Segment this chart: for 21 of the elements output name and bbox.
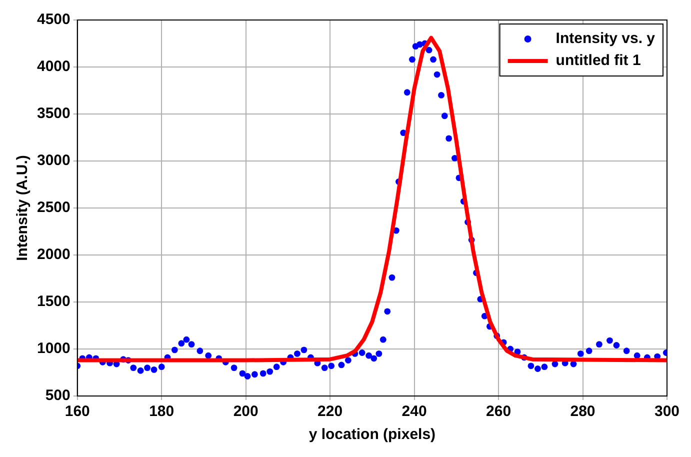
x-tick-label: 180 <box>149 403 174 420</box>
x-tick-label: 300 <box>654 403 680 420</box>
x-axis-title: y location (pixels) <box>308 426 436 444</box>
y-tick-label: 3500 <box>36 105 70 122</box>
x-tick-label: 220 <box>318 403 343 420</box>
y-tick-label: 4000 <box>36 58 70 76</box>
y-tick-label: 1000 <box>36 340 70 358</box>
x-tick-label: 260 <box>486 403 512 420</box>
y-tick-label: 1500 <box>36 293 70 310</box>
y-tick-label: 2000 <box>36 246 70 264</box>
x-tick-label: 280 <box>570 403 596 420</box>
y-tick-label: 4500 <box>36 11 70 28</box>
y-tick-label: 500 <box>45 387 70 404</box>
legend-label: untitled fit 1 <box>556 52 641 70</box>
y-tick-label: 2500 <box>36 199 70 216</box>
legend-label: Intensity vs. y <box>556 30 656 48</box>
y-tick-label: 3000 <box>36 152 70 170</box>
x-tick-label: 200 <box>233 403 258 420</box>
y-axis-title: Intensity (A.U.) <box>14 155 32 261</box>
x-tick-label: 240 <box>402 403 427 420</box>
x-tick-label: 160 <box>64 403 90 420</box>
